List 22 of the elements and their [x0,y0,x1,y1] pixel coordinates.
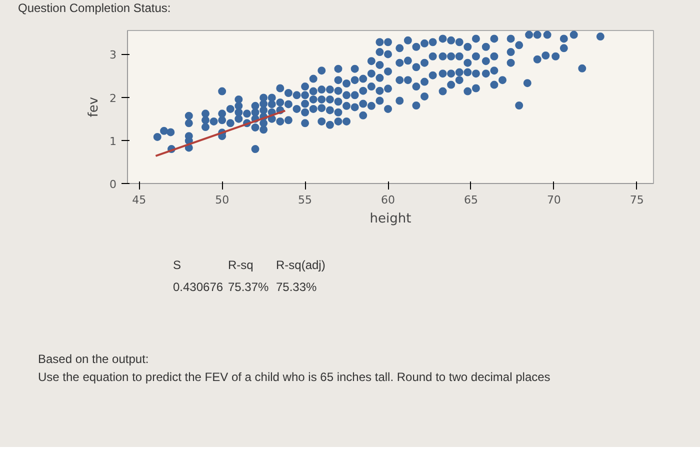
y-axis-title: fev [86,96,102,118]
text: R-sq [228,257,254,274]
y-tick-label: 1 [110,134,116,148]
x-tick-label: 55 [298,194,312,206]
y-tick-label: 0 [110,178,116,191]
text: R-sq(adj) [276,257,326,274]
text: S [173,257,182,274]
x-tick-label: 45 [132,194,146,206]
text: Question Completion Status: [18,0,171,17]
text: Based on the output: [38,351,149,368]
text: 0.430676 [173,279,224,296]
x-tick-label: 65 [464,194,478,206]
text: 75.37% [228,279,269,296]
text: 75.33% [276,279,317,296]
y-tick-label: 3 [110,48,116,62]
y-tick-label: 2 [110,92,116,105]
text: Use the equation to predict the FEV of a child who is 65 inches tall. Round to two decimal places [38,369,550,386]
x-tick-label: 50 [215,194,230,206]
x-tick-label: 70 [546,194,561,206]
x-tick-label: 60 [381,194,396,206]
x-axis-title: height [370,212,412,226]
x-tick-label: 75 [630,194,644,206]
